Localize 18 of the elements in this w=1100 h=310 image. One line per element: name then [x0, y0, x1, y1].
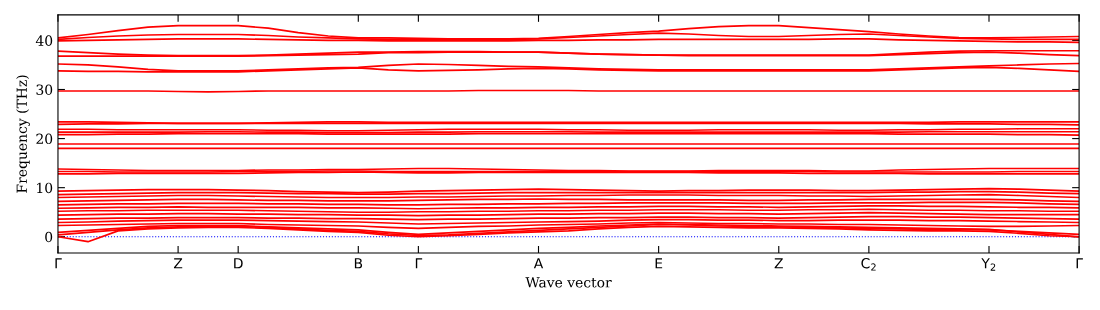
y-tick-label: 40: [35, 35, 53, 46]
x-tick-label: C$_{2}$: [861, 257, 876, 271]
y-tick-label: 30: [36, 84, 53, 95]
x-tick-label: B: [354, 258, 363, 269]
x-tick-label: Γ: [1076, 258, 1083, 269]
x-tick-label: A: [533, 258, 544, 269]
x-tick-label: Y$_{2}$: [981, 258, 996, 271]
y-axis-title: Frequency (THz): [16, 75, 30, 193]
y-tick-label: 0: [45, 231, 53, 243]
x-tick-label: Z: [774, 258, 783, 269]
x-tick-label: Γ: [55, 258, 62, 269]
y-tick-label: 20: [36, 133, 53, 145]
x-tick-label: Γ: [415, 258, 423, 269]
x-axis-title: Wave vector: [525, 277, 612, 288]
x-tick-label: E: [655, 258, 663, 269]
y-tick-label: 10: [37, 182, 53, 194]
x-tick-label: D: [234, 258, 243, 269]
x-tick-label: Z: [173, 258, 183, 269]
